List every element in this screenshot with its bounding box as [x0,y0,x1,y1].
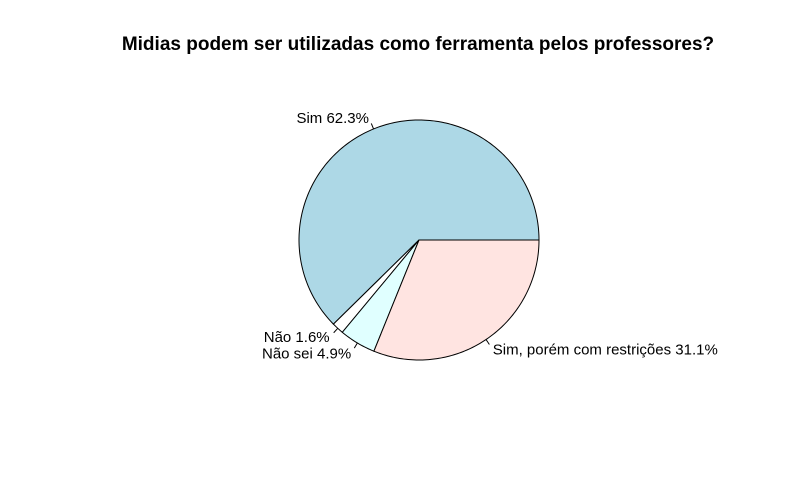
leader-line-3 [354,343,357,348]
slice-label-2: Não 1.6% [264,329,330,346]
chart-title: Midias podem ser utilizadas como ferrame… [122,34,714,55]
slice-label-1: Sim 62.3% [296,110,369,127]
slice-label-3: Não sei 4.9% [262,345,351,362]
slice-label-4: Sim, porém com restrições 31.1% [493,341,718,358]
leader-line-4 [486,340,489,345]
leader-line-1 [371,123,373,129]
leader-line-2 [334,328,338,332]
pie-slices [299,120,539,360]
